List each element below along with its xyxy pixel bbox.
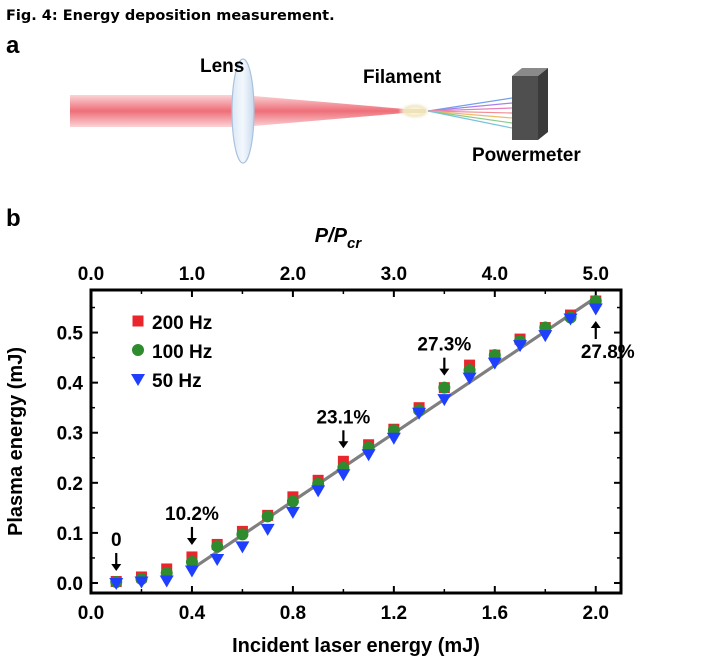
annotation-arrowhead: [439, 368, 450, 376]
annotation-arrowhead: [186, 537, 197, 545]
x2-axis-title: P/Pcr: [315, 225, 363, 252]
plot-frame: [89, 288, 623, 595]
point-triangle-down-2: [184, 565, 199, 578]
point-triangle-down-2: [412, 407, 427, 420]
point-triangle-down-2: [538, 330, 553, 343]
x-tick-label: 0.4: [179, 603, 206, 624]
point-circle-1: [236, 528, 249, 541]
y-tick-label: 0.1: [57, 524, 84, 545]
filament-label: Filament: [363, 67, 442, 88]
powermeter-label: Powermeter: [472, 145, 581, 166]
lens-icon: [231, 58, 255, 164]
annotation-arrowhead: [111, 563, 122, 571]
x-tick-label: 2.0: [583, 603, 609, 624]
annotation-label: 27.3%: [417, 335, 471, 356]
point-circle-1: [211, 540, 224, 553]
point-triangle-down-2: [386, 432, 401, 445]
point-triangle-down-2: [134, 576, 149, 589]
point-triangle-down-2: [311, 485, 326, 498]
x2-tick-label: 4.0: [482, 264, 508, 285]
point-triangle-down-2: [109, 577, 124, 590]
x2-tick-label: 1.0: [179, 264, 205, 285]
x2-tick-label: 5.0: [583, 264, 609, 285]
y-tick-label: 0.2: [57, 474, 83, 495]
x2-tick-label: 3.0: [381, 264, 407, 285]
figure-caption: Fig. 4: Energy deposition measurement.: [6, 8, 335, 24]
lens-label: Lens: [200, 56, 244, 77]
y-axis-title: Plasma energy (mJ): [5, 347, 27, 536]
y-tick-label: 0.3: [57, 424, 83, 445]
point-triangle-down-2: [513, 340, 528, 353]
panel-a-label: a: [6, 32, 20, 59]
annotation-label: 27.8%: [581, 342, 635, 363]
powermeter-icon: [512, 68, 548, 140]
point-triangle-down-2: [336, 469, 351, 482]
annotation-arrowhead: [338, 441, 349, 449]
x-tick-label: 0.0: [78, 603, 104, 624]
annotation-label: 10.2%: [165, 504, 219, 525]
x2-tick-label: 0.0: [78, 264, 104, 285]
x2-axis-title-subscript: cr: [347, 235, 362, 252]
point-square-0: [337, 455, 349, 467]
annotation-arrowhead: [590, 321, 601, 329]
legend-label: 200 Hz: [152, 313, 212, 334]
x-tick-label: 0.8: [280, 603, 306, 624]
energy-chart: 0.0 0.4 0.8 1.2 1.6 2.0 0.0 1.0 2.0 3.0 4.0 5.0 0.0 0…: [5, 225, 635, 657]
point-triangle-down-2: [588, 303, 603, 316]
point-triangle-down-2: [285, 506, 300, 519]
point-triangle-down-2: [159, 575, 174, 588]
laser-beam-focusing: [242, 95, 405, 127]
point-triangle-down-2: [210, 553, 225, 566]
x2-axis-title-main: P/P: [315, 225, 348, 247]
point-circle-1: [261, 510, 274, 523]
x2-tick-label: 2.0: [280, 264, 306, 285]
point-triangle-down-2: [563, 313, 578, 326]
legend-label: 100 Hz: [152, 342, 212, 363]
panel-b-label: b: [6, 205, 21, 232]
x-tick-label: 1.2: [381, 603, 407, 624]
setup-schematic: Lens Filament Powermeter: [70, 56, 581, 166]
supercontinuum-rays: [427, 97, 513, 129]
x-tick-label: 1.6: [482, 603, 508, 624]
point-triangle-down-2: [260, 523, 275, 536]
point-circle-1: [438, 381, 451, 394]
y-tick-label: 0.5: [57, 324, 84, 345]
annotation-label: 23.1%: [316, 407, 370, 428]
legend-marker: [132, 315, 144, 327]
point-triangle-down-2: [487, 357, 502, 370]
point-triangle-down-2: [437, 394, 452, 407]
legend-marker: [132, 344, 144, 356]
point-triangle-down-2: [235, 541, 250, 554]
laser-beam-input: [70, 95, 242, 127]
point-circle-1: [286, 495, 299, 508]
y-tick-label: 0.4: [57, 374, 84, 395]
annotation-label: 0: [111, 530, 122, 551]
legend-marker: [131, 374, 145, 386]
filament: [404, 109, 426, 113]
legend-label: 50 Hz: [152, 371, 202, 392]
point-circle-1: [185, 555, 198, 568]
x-axis-title: Incident laser energy (mJ): [232, 635, 480, 657]
point-triangle-down-2: [361, 449, 376, 462]
y-tick-label: 0.0: [57, 574, 83, 595]
point-triangle-down-2: [462, 372, 477, 385]
